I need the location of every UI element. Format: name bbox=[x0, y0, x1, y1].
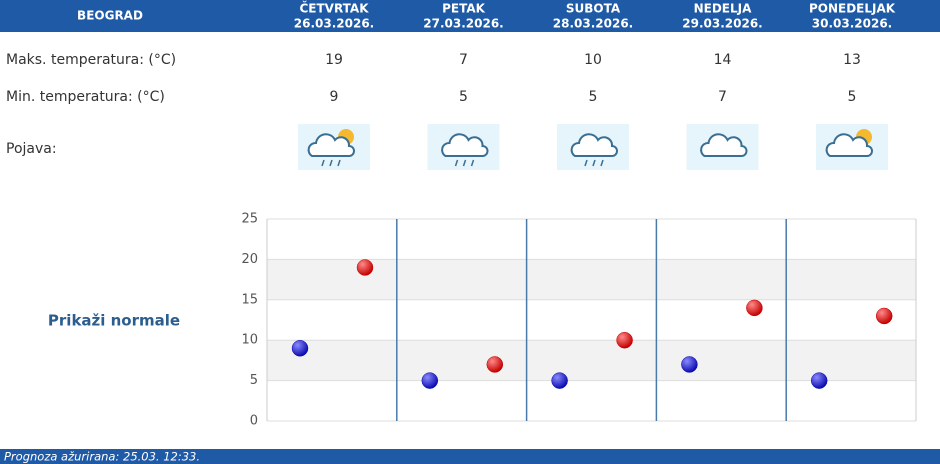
day-date: 28.03.2026. bbox=[553, 17, 633, 31]
temp-point bbox=[616, 331, 633, 349]
rain-drop bbox=[470, 159, 475, 167]
cloud bbox=[307, 133, 355, 157]
day-date: 26.03.2026. bbox=[294, 17, 374, 31]
max-temp: 13 bbox=[843, 52, 861, 68]
max-temp: 14 bbox=[714, 52, 732, 68]
band bbox=[267, 259, 916, 300]
weather-icon bbox=[427, 124, 500, 170]
rain-drop bbox=[329, 159, 333, 167]
cloud bbox=[825, 133, 873, 157]
day-name: PONEDELJAK bbox=[809, 2, 896, 16]
y-tick-label: 10 bbox=[241, 333, 258, 348]
y-tick-label: 0 bbox=[250, 414, 258, 429]
temp-point bbox=[486, 356, 504, 373]
max-temp: 19 bbox=[325, 52, 343, 68]
max-temp: 7 bbox=[459, 52, 468, 68]
rain-drop bbox=[454, 159, 459, 167]
min-temp: 5 bbox=[589, 89, 598, 105]
day-name: ČETVRTAK bbox=[299, 1, 369, 16]
y-tick-label: 25 bbox=[241, 212, 258, 227]
min-temp: 5 bbox=[459, 89, 468, 105]
city: BEOGRAD bbox=[77, 9, 143, 23]
rain-drop bbox=[584, 159, 588, 167]
header-bar bbox=[0, 0, 940, 32]
y-tick-label: 5 bbox=[250, 373, 258, 388]
weather-icon bbox=[557, 124, 629, 170]
max-label: Maks. temperatura: (°C) bbox=[6, 52, 176, 68]
temp-point bbox=[681, 356, 698, 373]
footer-bar bbox=[0, 449, 940, 464]
rain-drop bbox=[592, 159, 596, 167]
cloud bbox=[700, 133, 748, 157]
rain-drop bbox=[337, 159, 341, 167]
weather-icon bbox=[298, 124, 370, 170]
y-tick-label: 20 bbox=[241, 252, 258, 267]
min-temp: 7 bbox=[718, 89, 727, 105]
temp-point bbox=[551, 372, 568, 389]
day-name: NEDELJA bbox=[694, 2, 753, 16]
rain-drop bbox=[321, 159, 325, 167]
temp-point bbox=[421, 372, 439, 389]
max-temp: 10 bbox=[584, 52, 602, 68]
normals-link[interactable]: Prikaži normale bbox=[48, 312, 180, 330]
rain-drop bbox=[600, 159, 604, 167]
temp-point bbox=[810, 372, 828, 389]
band bbox=[267, 340, 916, 381]
day-date: 29.03.2026. bbox=[682, 17, 762, 31]
icon-label: Pojava: bbox=[6, 141, 57, 157]
temp-point bbox=[875, 307, 893, 325]
footer: Prognoza ažurirana: 25.03. 12:33. bbox=[4, 450, 200, 464]
min-temp: 9 bbox=[330, 89, 339, 105]
min-temp: 5 bbox=[848, 89, 857, 105]
weather-icon bbox=[816, 124, 888, 170]
rain-drop bbox=[462, 159, 467, 167]
temp-point bbox=[291, 340, 309, 357]
temp-point bbox=[356, 259, 374, 276]
temp-point bbox=[746, 299, 763, 317]
cloud bbox=[570, 133, 618, 157]
day-name: SUBOTA bbox=[566, 2, 621, 16]
y-tick-label: 15 bbox=[241, 292, 258, 307]
day-date: 30.03.2026. bbox=[812, 17, 892, 31]
day-name: PETAK bbox=[442, 2, 486, 16]
weather-icon bbox=[686, 124, 759, 170]
cloud bbox=[441, 133, 489, 157]
min-label: Min. temperatura: (°C) bbox=[6, 89, 165, 105]
day-date: 27.03.2026. bbox=[423, 17, 503, 31]
